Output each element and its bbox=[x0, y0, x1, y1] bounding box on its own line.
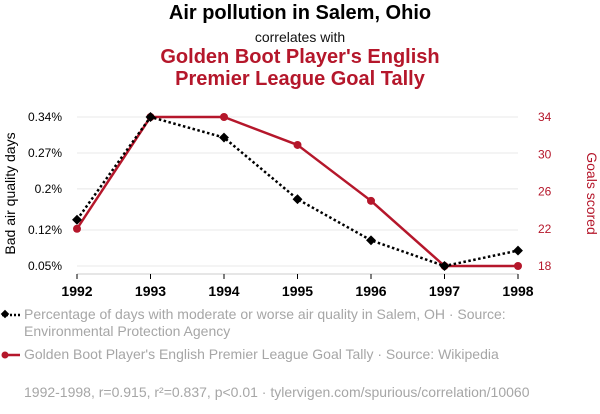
left-tick-label: 0.05% bbox=[28, 259, 62, 273]
right-axis-label: Goals scored bbox=[584, 152, 600, 234]
data-point-goals bbox=[293, 140, 302, 149]
left-tick-label: 0.12% bbox=[28, 223, 62, 237]
x-tick-label: 1992 bbox=[61, 283, 92, 299]
series-line-air-quality bbox=[75, 115, 519, 268]
chart-title-secondary: Golden Boot Player's English Premier Lea… bbox=[0, 46, 600, 90]
right-tick-label: 22 bbox=[538, 222, 552, 236]
x-tick-label: 1997 bbox=[429, 283, 460, 299]
chart-title-secondary-line1: Golden Boot Player's English bbox=[160, 46, 440, 68]
left-axis-label: Bad air quality days bbox=[2, 132, 18, 254]
left-tick-label: 0.34% bbox=[28, 110, 62, 124]
data-point-goals bbox=[73, 224, 81, 233]
right-tick-label: 18 bbox=[538, 259, 552, 273]
data-point-air-quality bbox=[219, 132, 229, 143]
chart-title-secondary-line2: Premier League Goal Tally bbox=[175, 68, 425, 90]
legend-text-goals: Golden Boot Player's English Premier Lea… bbox=[24, 346, 499, 362]
data-point-goals bbox=[220, 113, 228, 121]
data-point-goals bbox=[514, 262, 522, 270]
x-tick-label: 1993 bbox=[135, 283, 166, 299]
x-tick-label: 1995 bbox=[282, 283, 313, 299]
series-line-goals bbox=[75, 115, 518, 268]
data-point-air-quality bbox=[145, 112, 156, 122]
data-point-air-quality bbox=[292, 194, 303, 205]
chart-title: Air pollution in Salem, Ohio bbox=[168, 2, 432, 24]
data-point-air-quality bbox=[513, 245, 523, 256]
legend-text-air-quality: Percentage of days with moderate or wors… bbox=[24, 306, 506, 339]
right-tick-label: 30 bbox=[538, 147, 552, 161]
left-tick-label: 0.2% bbox=[35, 182, 63, 196]
data-point-air-quality bbox=[366, 235, 376, 246]
data-point-goals bbox=[367, 196, 375, 205]
right-tick-label: 34 bbox=[538, 110, 552, 124]
data-point-air-quality bbox=[439, 261, 450, 271]
x-tick-label: 1996 bbox=[355, 283, 386, 299]
x-tick-label: 1994 bbox=[208, 283, 239, 299]
right-tick-label: 26 bbox=[538, 185, 552, 199]
chart-subtitle: correlates with bbox=[254, 29, 346, 45]
legend-swatch-solid-circle bbox=[1, 351, 20, 359]
footer-stats: 1992-1998, r=0.915, r²=0.837, p<0.01 · t… bbox=[24, 384, 530, 400]
legend-swatch-dotted-diamond bbox=[0, 309, 20, 319]
data-point-air-quality bbox=[72, 214, 82, 225]
left-tick-label: 0.27% bbox=[28, 146, 62, 160]
dual-axis-line-chart: 0.05% 0.12% 0.2% 0.27% 0.34% 18 22 26 30 34 1992 19… bbox=[2, 110, 600, 299]
x-tick-label: 1998 bbox=[502, 283, 533, 299]
